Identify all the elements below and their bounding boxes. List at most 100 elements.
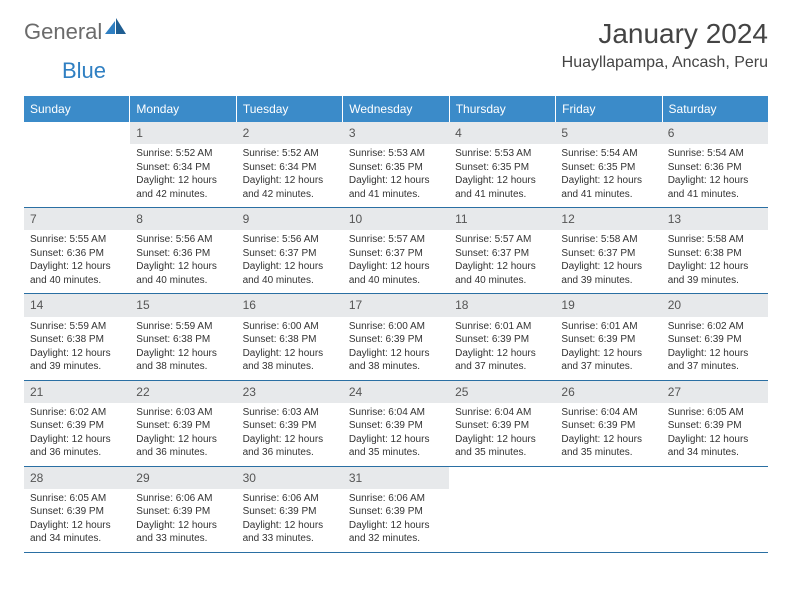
day-number: 17: [343, 294, 449, 316]
logo-text-general: General: [24, 19, 102, 45]
day-number: 1: [130, 122, 236, 144]
calendar-cell: 22Sunrise: 6:03 AMSunset: 6:39 PMDayligh…: [130, 381, 236, 466]
calendar-cell-empty: [24, 122, 130, 207]
day-details: Sunrise: 6:06 AMSunset: 6:39 PMDaylight:…: [130, 489, 236, 552]
day-details: Sunrise: 6:02 AMSunset: 6:39 PMDaylight:…: [24, 403, 130, 466]
day-number: [662, 467, 768, 473]
calendar-cell: 4Sunrise: 5:53 AMSunset: 6:35 PMDaylight…: [449, 122, 555, 207]
day-details: Sunrise: 5:53 AMSunset: 6:35 PMDaylight:…: [343, 144, 449, 207]
day-number: 13: [662, 208, 768, 230]
day-number: 18: [449, 294, 555, 316]
calendar-cell: 19Sunrise: 6:01 AMSunset: 6:39 PMDayligh…: [555, 294, 661, 379]
day-number: 19: [555, 294, 661, 316]
day-details: Sunrise: 5:58 AMSunset: 6:38 PMDaylight:…: [662, 230, 768, 293]
calendar-cell: 17Sunrise: 6:00 AMSunset: 6:39 PMDayligh…: [343, 294, 449, 379]
calendar-cell: 31Sunrise: 6:06 AMSunset: 6:39 PMDayligh…: [343, 467, 449, 552]
calendar-cell: 2Sunrise: 5:52 AMSunset: 6:34 PMDaylight…: [237, 122, 343, 207]
day-number: 3: [343, 122, 449, 144]
weekday-header: Monday: [130, 96, 236, 122]
calendar-cell: 11Sunrise: 5:57 AMSunset: 6:37 PMDayligh…: [449, 208, 555, 293]
day-number: [24, 122, 130, 128]
calendar-cell: 29Sunrise: 6:06 AMSunset: 6:39 PMDayligh…: [130, 467, 236, 552]
calendar-week-row: 28Sunrise: 6:05 AMSunset: 6:39 PMDayligh…: [24, 467, 768, 553]
day-details: Sunrise: 6:04 AMSunset: 6:39 PMDaylight:…: [343, 403, 449, 466]
day-number: 7: [24, 208, 130, 230]
calendar-cell: 23Sunrise: 6:03 AMSunset: 6:39 PMDayligh…: [237, 381, 343, 466]
day-details: Sunrise: 5:52 AMSunset: 6:34 PMDaylight:…: [130, 144, 236, 207]
calendar-cell: 24Sunrise: 6:04 AMSunset: 6:39 PMDayligh…: [343, 381, 449, 466]
calendar-cell: 25Sunrise: 6:04 AMSunset: 6:39 PMDayligh…: [449, 381, 555, 466]
day-number: 8: [130, 208, 236, 230]
day-details: Sunrise: 5:55 AMSunset: 6:36 PMDaylight:…: [24, 230, 130, 293]
weekday-header: Saturday: [663, 96, 768, 122]
calendar-cell: 8Sunrise: 5:56 AMSunset: 6:36 PMDaylight…: [130, 208, 236, 293]
calendar-cell: 12Sunrise: 5:58 AMSunset: 6:37 PMDayligh…: [555, 208, 661, 293]
day-number: 4: [449, 122, 555, 144]
calendar-cell: 7Sunrise: 5:55 AMSunset: 6:36 PMDaylight…: [24, 208, 130, 293]
month-title: January 2024: [562, 18, 768, 50]
day-details: Sunrise: 6:03 AMSunset: 6:39 PMDaylight:…: [130, 403, 236, 466]
day-number: 2: [237, 122, 343, 144]
day-details: Sunrise: 5:56 AMSunset: 6:37 PMDaylight:…: [237, 230, 343, 293]
day-number: 16: [237, 294, 343, 316]
day-details: Sunrise: 6:04 AMSunset: 6:39 PMDaylight:…: [449, 403, 555, 466]
calendar-cell: 27Sunrise: 6:05 AMSunset: 6:39 PMDayligh…: [662, 381, 768, 466]
calendar-cell: 18Sunrise: 6:01 AMSunset: 6:39 PMDayligh…: [449, 294, 555, 379]
day-details: Sunrise: 6:00 AMSunset: 6:38 PMDaylight:…: [237, 317, 343, 380]
calendar-cell: 26Sunrise: 6:04 AMSunset: 6:39 PMDayligh…: [555, 381, 661, 466]
day-number: 30: [237, 467, 343, 489]
day-number: 10: [343, 208, 449, 230]
calendar-cell: 5Sunrise: 5:54 AMSunset: 6:35 PMDaylight…: [555, 122, 661, 207]
day-number: 20: [662, 294, 768, 316]
calendar-grid: SundayMondayTuesdayWednesdayThursdayFrid…: [24, 96, 768, 553]
day-number: 9: [237, 208, 343, 230]
day-details: Sunrise: 5:52 AMSunset: 6:34 PMDaylight:…: [237, 144, 343, 207]
day-details: Sunrise: 5:57 AMSunset: 6:37 PMDaylight:…: [343, 230, 449, 293]
weekday-header: Sunday: [24, 96, 130, 122]
day-number: 11: [449, 208, 555, 230]
calendar-cell: 28Sunrise: 6:05 AMSunset: 6:39 PMDayligh…: [24, 467, 130, 552]
day-number: 28: [24, 467, 130, 489]
day-number: 31: [343, 467, 449, 489]
day-number: 23: [237, 381, 343, 403]
weekday-header: Friday: [556, 96, 662, 122]
calendar-cell: 16Sunrise: 6:00 AMSunset: 6:38 PMDayligh…: [237, 294, 343, 379]
calendar-week-row: 21Sunrise: 6:02 AMSunset: 6:39 PMDayligh…: [24, 381, 768, 467]
logo-sail-icon: [105, 18, 127, 41]
day-details: Sunrise: 5:56 AMSunset: 6:36 PMDaylight:…: [130, 230, 236, 293]
logo-text-blue: Blue: [62, 58, 106, 83]
day-details: Sunrise: 6:06 AMSunset: 6:39 PMDaylight:…: [343, 489, 449, 552]
calendar-cell-empty: [662, 467, 768, 552]
day-details: Sunrise: 6:01 AMSunset: 6:39 PMDaylight:…: [555, 317, 661, 380]
day-details: Sunrise: 6:04 AMSunset: 6:39 PMDaylight:…: [555, 403, 661, 466]
day-details: Sunrise: 5:53 AMSunset: 6:35 PMDaylight:…: [449, 144, 555, 207]
day-details: Sunrise: 5:59 AMSunset: 6:38 PMDaylight:…: [130, 317, 236, 380]
day-details: Sunrise: 6:06 AMSunset: 6:39 PMDaylight:…: [237, 489, 343, 552]
day-number: 25: [449, 381, 555, 403]
calendar-cell-empty: [449, 467, 555, 552]
logo: General: [24, 18, 129, 45]
calendar-cell: 10Sunrise: 5:57 AMSunset: 6:37 PMDayligh…: [343, 208, 449, 293]
calendar-cell: 21Sunrise: 6:02 AMSunset: 6:39 PMDayligh…: [24, 381, 130, 466]
day-number: 22: [130, 381, 236, 403]
weekday-header: Wednesday: [343, 96, 449, 122]
day-details: Sunrise: 5:54 AMSunset: 6:36 PMDaylight:…: [662, 144, 768, 207]
day-details: Sunrise: 6:02 AMSunset: 6:39 PMDaylight:…: [662, 317, 768, 380]
day-number: 12: [555, 208, 661, 230]
day-details: Sunrise: 5:58 AMSunset: 6:37 PMDaylight:…: [555, 230, 661, 293]
day-number: 27: [662, 381, 768, 403]
day-details: Sunrise: 6:05 AMSunset: 6:39 PMDaylight:…: [24, 489, 130, 552]
day-details: Sunrise: 6:01 AMSunset: 6:39 PMDaylight:…: [449, 317, 555, 380]
calendar-cell: 9Sunrise: 5:56 AMSunset: 6:37 PMDaylight…: [237, 208, 343, 293]
calendar-cell: 30Sunrise: 6:06 AMSunset: 6:39 PMDayligh…: [237, 467, 343, 552]
calendar-cell: 20Sunrise: 6:02 AMSunset: 6:39 PMDayligh…: [662, 294, 768, 379]
calendar-cell: 6Sunrise: 5:54 AMSunset: 6:36 PMDaylight…: [662, 122, 768, 207]
day-number: 15: [130, 294, 236, 316]
day-details: Sunrise: 5:59 AMSunset: 6:38 PMDaylight:…: [24, 317, 130, 380]
calendar-cell: 1Sunrise: 5:52 AMSunset: 6:34 PMDaylight…: [130, 122, 236, 207]
calendar-cell: 15Sunrise: 5:59 AMSunset: 6:38 PMDayligh…: [130, 294, 236, 379]
day-details: Sunrise: 5:54 AMSunset: 6:35 PMDaylight:…: [555, 144, 661, 207]
weekday-header: Tuesday: [237, 96, 343, 122]
day-details: Sunrise: 6:05 AMSunset: 6:39 PMDaylight:…: [662, 403, 768, 466]
weekday-header-row: SundayMondayTuesdayWednesdayThursdayFrid…: [24, 96, 768, 122]
